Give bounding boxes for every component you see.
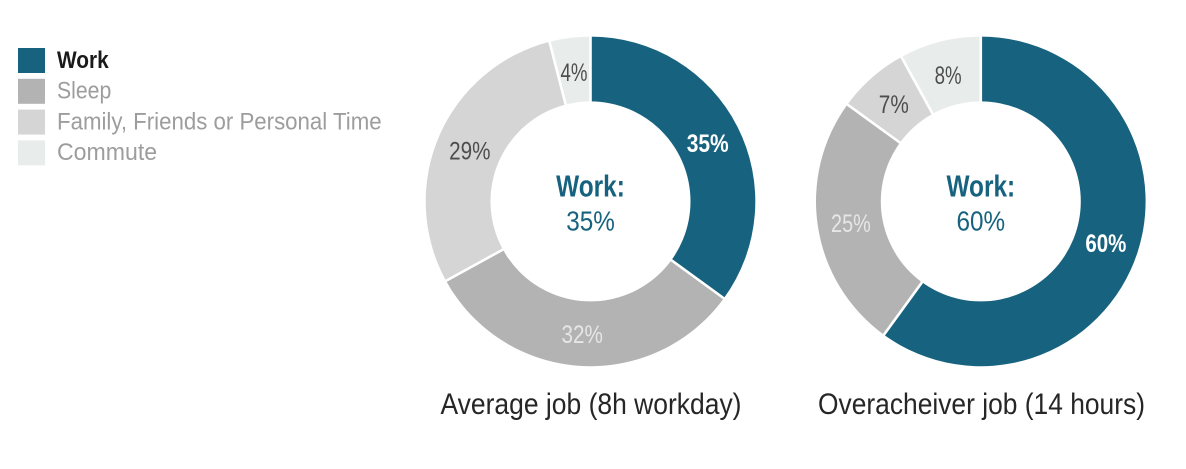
svg-text:Commute: Commute: [57, 139, 157, 166]
svg-text:35%: 35%: [687, 130, 729, 158]
svg-text:25%: 25%: [831, 210, 871, 238]
svg-text:Work: Work: [57, 47, 109, 74]
svg-text:29%: 29%: [449, 137, 490, 165]
svg-text:35%: 35%: [566, 206, 615, 237]
svg-text:60%: 60%: [1085, 230, 1126, 258]
svg-text:4%: 4%: [561, 59, 588, 87]
svg-text:Family, Friends or Personal Ti: Family, Friends or Personal Time: [57, 108, 382, 135]
svg-text:8%: 8%: [935, 62, 962, 90]
svg-text:32%: 32%: [562, 321, 603, 349]
svg-text:Work:: Work:: [946, 169, 1015, 204]
svg-text:Average job (8h workday): Average job (8h workday): [441, 388, 742, 421]
svg-text:7%: 7%: [879, 91, 909, 119]
svg-text:Overacheiver job (14 hours): Overacheiver job (14 hours): [818, 388, 1145, 421]
svg-text:Work:: Work:: [556, 169, 625, 204]
svg-text:Sleep: Sleep: [57, 78, 111, 105]
svg-text:60%: 60%: [957, 206, 1006, 237]
